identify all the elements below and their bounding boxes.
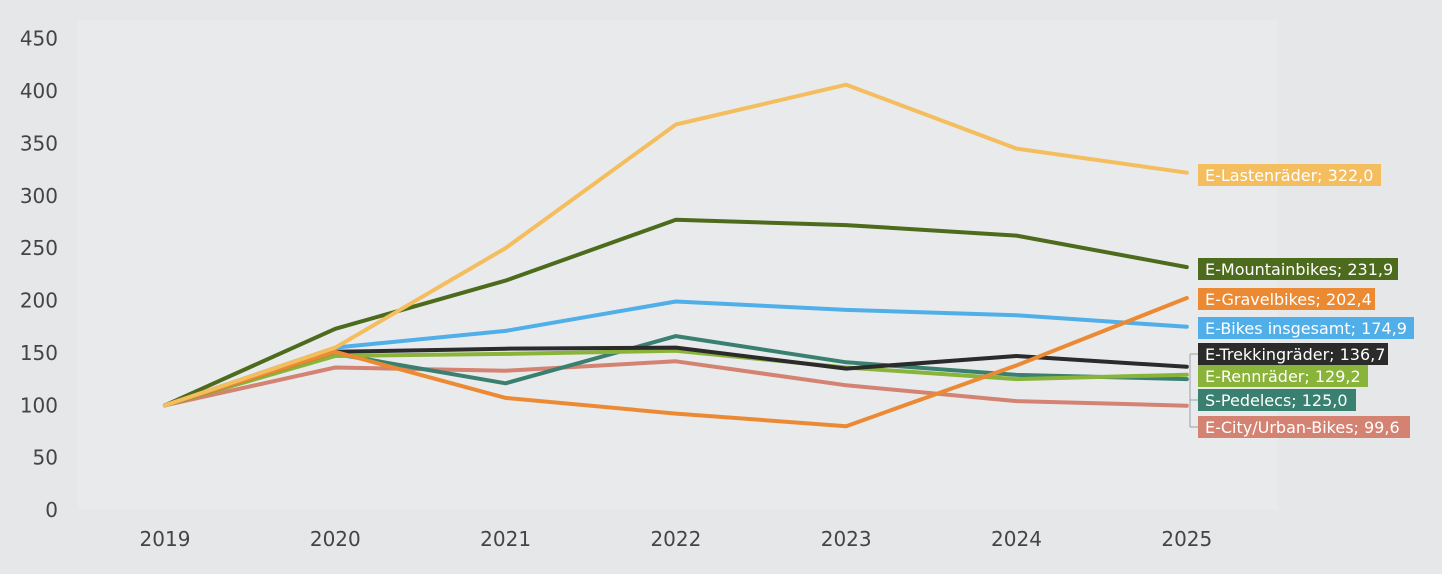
series-lines [163, 82, 1189, 429]
series-label-e-bikes-insgesamt: E-Bikes insgesamt; 174,9 [1198, 317, 1414, 339]
series-label-text: E-Trekkingräder; 136,7 [1205, 345, 1385, 364]
y-tick-label: 150 [20, 341, 58, 365]
series-line-s-pedelecs [163, 334, 1189, 408]
series-label-box [1198, 416, 1410, 438]
series-label-text: E-Mountainbikes; 231,9 [1205, 260, 1393, 279]
series-line-e-mountainbikes [163, 217, 1189, 408]
x-tick-label: 2021 [480, 527, 531, 551]
y-tick-label: 0 [45, 498, 58, 522]
series-label-box [1198, 343, 1388, 365]
series-line-e-lastenr-der [163, 82, 1189, 408]
x-tick-label: 2024 [991, 527, 1042, 551]
series-line-e-rennr-der [163, 348, 1189, 408]
series-label-e-mountainbikes: E-Mountainbikes; 231,9 [1198, 258, 1398, 280]
x-tick-label: 2023 [821, 527, 872, 551]
series-label-e-trekkingr-der: E-Trekkingräder; 136,7 [1198, 343, 1388, 365]
series-label-e-city-urban-bikes: E-City/Urban-Bikes; 99,6 [1198, 416, 1410, 438]
label-connector-bracket [1189, 353, 1198, 428]
series-label-text: E-City/Urban-Bikes; 99,6 [1205, 418, 1400, 437]
y-tick-label: 300 [20, 184, 58, 208]
x-tick-label: 2022 [650, 527, 701, 551]
series-label-e-lastenr-der: E-Lastenräder; 322,0 [1198, 164, 1381, 186]
series-label-text: E-Bikes insgesamt; 174,9 [1205, 319, 1407, 338]
y-tick-label: 350 [20, 131, 58, 155]
x-tick-label: 2019 [140, 527, 191, 551]
series-label-box [1198, 317, 1414, 339]
x-tick-label: 2020 [310, 527, 361, 551]
x-axis-ticks: 2019 2020 2021 2022 2023 2024 2025 [140, 527, 1213, 551]
x-tick-label: 2025 [1161, 527, 1212, 551]
y-tick-label: 250 [20, 236, 58, 260]
y-tick-label: 50 [33, 446, 58, 470]
y-axis-ticks: 0 50 100 150 200 250 300 350 400 450 [20, 27, 58, 522]
y-tick-label: 200 [20, 289, 58, 313]
label-connectors [1189, 353, 1198, 428]
series-label-s-pedelecs: S-Pedelecs; 125,0 [1198, 389, 1356, 411]
series-label-e-gravelbikes: E-Gravelbikes; 202,4 [1198, 288, 1375, 310]
series-label-box [1198, 164, 1381, 186]
y-tick-label: 400 [20, 79, 58, 103]
series-label-box [1198, 365, 1368, 387]
plot-area [78, 20, 1278, 510]
series-label-box [1198, 258, 1398, 280]
series-label-box [1198, 389, 1356, 411]
y-tick-label: 100 [20, 393, 58, 417]
series-line-e-city-urban-bikes [163, 359, 1189, 408]
series-labels: E-Lastenräder; 322,0 E-Mountainbikes; 231… [1198, 164, 1414, 438]
series-label-text: E-Rennräder; 129,2 [1205, 367, 1361, 386]
series-label-text: E-Lastenräder; 322,0 [1205, 166, 1373, 185]
series-label-e-rennr-der: E-Rennräder; 129,2 [1198, 365, 1368, 387]
series-label-text: S-Pedelecs; 125,0 [1205, 391, 1348, 410]
series-label-text: E-Gravelbikes; 202,4 [1205, 290, 1372, 309]
series-line-e-gravelbikes [163, 296, 1189, 429]
series-label-box [1198, 288, 1375, 310]
y-tick-label: 450 [20, 27, 58, 51]
